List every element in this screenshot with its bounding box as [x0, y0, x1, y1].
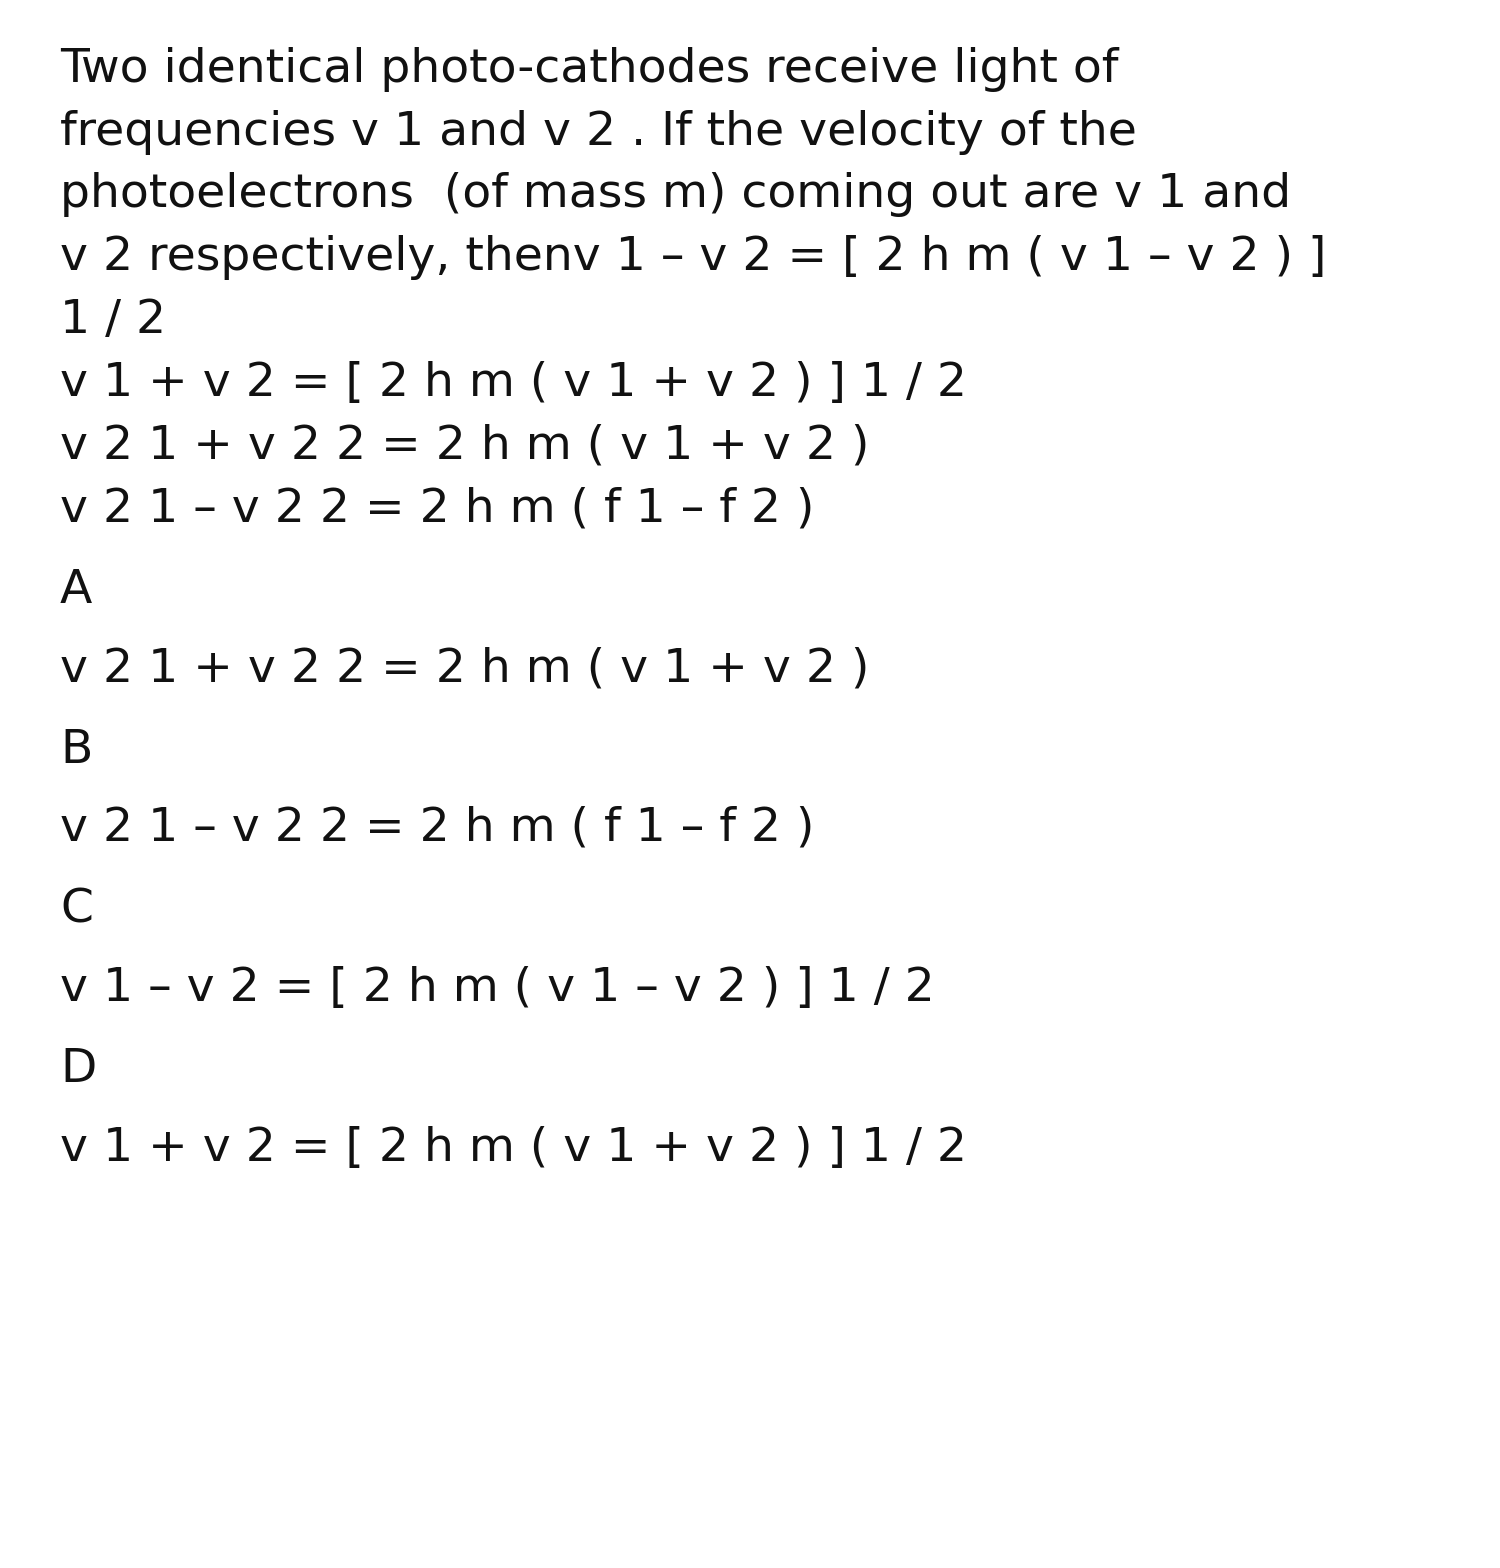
Text: A: A: [60, 568, 93, 613]
Text: v 1 + v 2 = [ 2 h m ( v 1 + v 2 ) ] 1 / 2: v 1 + v 2 = [ 2 h m ( v 1 + v 2 ) ] 1 / …: [60, 1126, 968, 1171]
Text: D: D: [60, 1047, 96, 1093]
Text: frequencies v 1 and v 2 . If the velocity of the: frequencies v 1 and v 2 . If the velocit…: [60, 110, 1137, 155]
Text: B: B: [60, 728, 93, 773]
Text: v 2 1 + v 2 2 = 2 h m ( v 1 + v 2 ): v 2 1 + v 2 2 = 2 h m ( v 1 + v 2 ): [60, 646, 870, 691]
Text: v 2 respectively, thenv 1 – v 2 = [ 2 h m ( v 1 – v 2 ) ]: v 2 respectively, thenv 1 – v 2 = [ 2 h …: [60, 235, 1326, 281]
Text: photoelectrons  (of mass m) coming out are v 1 and: photoelectrons (of mass m) coming out ar…: [60, 172, 1292, 218]
Text: v 2 1 – v 2 2 = 2 h m ( f 1 – f 2 ): v 2 1 – v 2 2 = 2 h m ( f 1 – f 2 ): [60, 806, 814, 851]
Text: 1 / 2: 1 / 2: [60, 298, 166, 343]
Text: v 2 1 + v 2 2 = 2 h m ( v 1 + v 2 ): v 2 1 + v 2 2 = 2 h m ( v 1 + v 2 ): [60, 423, 870, 469]
Text: C: C: [60, 887, 93, 933]
Text: Two identical photo-cathodes receive light of: Two identical photo-cathodes receive lig…: [60, 47, 1119, 93]
Text: v 2 1 – v 2 2 = 2 h m ( f 1 – f 2 ): v 2 1 – v 2 2 = 2 h m ( f 1 – f 2 ): [60, 486, 814, 532]
Text: v 1 + v 2 = [ 2 h m ( v 1 + v 2 ) ] 1 / 2: v 1 + v 2 = [ 2 h m ( v 1 + v 2 ) ] 1 / …: [60, 361, 968, 406]
Text: v 1 – v 2 = [ 2 h m ( v 1 – v 2 ) ] 1 / 2: v 1 – v 2 = [ 2 h m ( v 1 – v 2 ) ] 1 / …: [60, 966, 934, 1011]
